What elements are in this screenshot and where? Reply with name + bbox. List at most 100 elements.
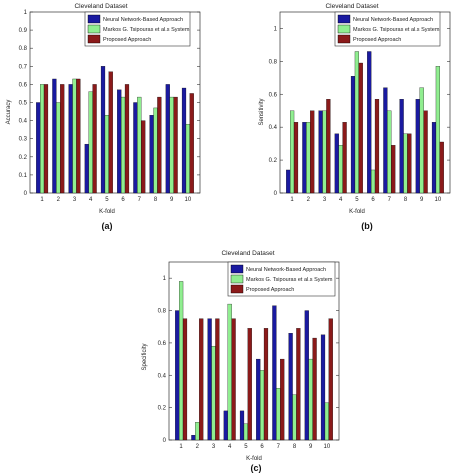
chart-c-bar-proposed — [263, 328, 269, 441]
chart-b-legend: Neural Network-Based Approach Markos G. … — [334, 11, 441, 47]
chart-c-x-tick-label: 5 — [244, 444, 248, 450]
chart-a-bar-neural — [165, 84, 170, 194]
chart-c-ylabel: Specificity — [142, 343, 148, 370]
chart-a-x-tick-label: 9 — [170, 197, 174, 203]
chart-c-bar-proposed — [296, 328, 301, 441]
chart-c-bar-markos — [276, 388, 281, 441]
chart-b-legend-label-proposed: Proposed Approach — [353, 37, 401, 43]
chart-c-legend-swatch-markos — [230, 274, 244, 284]
chart-c-x-tick-label: 2 — [196, 444, 200, 450]
chart-b-bar-neural — [302, 122, 307, 194]
chart-b-bar-markos — [435, 66, 440, 194]
chart-b-bar-neural — [318, 110, 323, 194]
chart-b-legend-label-neural: Neural Network-Based Approach — [353, 17, 433, 23]
chart-c-bar-neural — [207, 318, 212, 441]
chart-a-bar-proposed — [189, 93, 194, 194]
chart-c-legend-box — [227, 261, 336, 297]
chart-c-bar-markos — [179, 281, 184, 441]
chart-c-y-tick-label: 0.2 — [158, 406, 167, 412]
chart-b-caption: (b) — [361, 221, 373, 231]
chart-a-bar-neural — [84, 143, 89, 194]
chart-c-xlabel: K-fold — [246, 456, 262, 462]
chart-b-legend-swatch-proposed — [337, 34, 351, 44]
chart-b: Cleveland Dataset 0 0.2 0.4 0.6 0.8 1 1 2 3 4 5 6 7 8… — [259, 3, 451, 231]
chart-b-bar-neural — [399, 99, 404, 194]
chart-b-bar-proposed — [407, 133, 412, 194]
chart-a-xlabel: K-fold — [99, 209, 115, 215]
chart-b-bar-proposed — [326, 99, 331, 194]
chart-c-x-tick-label: 6 — [260, 444, 264, 450]
chart-c-bar-neural — [304, 310, 309, 441]
chart-c-x-tick-label: 1 — [179, 444, 183, 450]
chart-b-y-tick-label: 0.8 — [269, 59, 278, 65]
chart-c-bar-neural — [256, 358, 261, 441]
chart-c-bar-proposed — [215, 318, 220, 441]
chart-c-bar-neural — [191, 434, 196, 441]
chart-b-x-tick-label: 3 — [323, 197, 327, 203]
chart-c-y-tick-label: 1 — [163, 276, 167, 282]
chart-a-y-tick-label: 0.6 — [19, 82, 28, 88]
chart-a-x-tick-label: 7 — [138, 197, 142, 203]
chart-b-bar-neural — [415, 99, 420, 194]
chart-b-bar-neural — [286, 169, 291, 194]
chart-a-x-tick-label: 5 — [105, 197, 109, 203]
chart-b-y-tick-label: 0.4 — [269, 125, 278, 131]
chart-a-bar-markos — [72, 78, 77, 194]
chart-a-legend-box — [84, 11, 191, 47]
chart-a-bar-markos — [104, 115, 109, 194]
chart-a-y-tick-label: 0.5 — [19, 101, 28, 107]
chart-b-legend-box — [334, 11, 441, 47]
chart-a-legend-swatch-markos — [87, 24, 101, 34]
chart-b-x-tick-label: 2 — [307, 197, 311, 203]
chart-c-x-tick-label: 10 — [324, 444, 331, 450]
chart-a-ylabel: Accuracy — [6, 100, 12, 125]
chart-c-x-tick-label: 4 — [228, 444, 232, 450]
chart-c-legend-swatch-neural — [230, 264, 244, 274]
chart-a-y-tick-label: 0.4 — [19, 119, 28, 125]
chart-a-bar-neural — [52, 78, 57, 194]
chart-a-bar-proposed — [108, 71, 113, 194]
chart-b-bar-markos — [338, 145, 343, 194]
chart-a-bar-markos — [40, 84, 45, 194]
chart-c-legend: Neural Network-Based Approach Markos G. … — [227, 261, 336, 297]
chart-b-y-tick-label: 0.6 — [269, 92, 278, 98]
chart-c-bar-markos — [308, 358, 313, 441]
chart-a-bar-markos — [56, 102, 61, 194]
chart-a-bar-proposed — [60, 84, 65, 194]
chart-b-bar-markos — [403, 133, 408, 194]
chart-a-legend-label-proposed: Proposed Approach — [103, 37, 151, 43]
chart-b-y-tick-label: 0.2 — [269, 158, 278, 164]
chart-a-legend-swatch-neural — [87, 14, 101, 24]
chart-b-bar-proposed — [439, 141, 444, 194]
chart-b-bar-proposed — [374, 99, 380, 194]
chart-c-bar-proposed — [280, 358, 285, 441]
chart-b-bar-proposed — [342, 122, 347, 194]
chart-b-legend-swatch-neural — [337, 14, 351, 24]
chart-a-legend-label-markos: Markos G. Tsipouras et al.s System — [103, 27, 190, 33]
chart-a-bar-neural — [100, 66, 106, 194]
chart-b-bar-proposed — [358, 62, 363, 194]
chart-c-bar-neural — [223, 410, 228, 441]
chart-a-bar-proposed — [157, 96, 162, 194]
chart-c-bar-neural — [175, 310, 180, 441]
chart-b-bar-proposed — [423, 110, 428, 194]
chart-c-bar-proposed — [199, 318, 204, 441]
chart-a-bar-proposed — [76, 78, 81, 194]
chart-c-legend-label-markos: Markos G. Tsipouras et al.s System — [246, 277, 333, 283]
chart-b-bar-neural — [431, 122, 437, 194]
chart-b-title: Cleveland Dataset — [325, 3, 378, 10]
chart-a-bar-proposed — [173, 96, 178, 194]
chart-a-bar-markos — [153, 107, 158, 194]
chart-a-y-tick-label: 0.3 — [19, 137, 28, 143]
chart-c-legend-swatch-proposed — [230, 284, 244, 294]
chart-a-legend-label-neural: Neural Network-Based Approach — [103, 17, 183, 23]
chart-c-title: Cleveland Dataset — [221, 250, 274, 257]
chart-c-bar-markos — [292, 394, 297, 441]
chart-b-bar-markos — [306, 122, 311, 194]
chart-b-bar-proposed — [293, 122, 299, 194]
chart-a-bar-markos — [169, 96, 174, 194]
chart-a-legend: Neural Network-Based Approach Markos G. … — [84, 11, 191, 47]
chart-a-x-tick-label: 1 — [40, 197, 44, 203]
chart-b-x-tick-label: 4 — [339, 197, 343, 203]
